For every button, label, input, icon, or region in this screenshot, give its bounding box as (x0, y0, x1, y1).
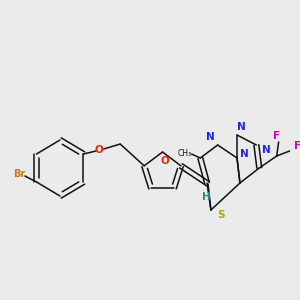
Text: Br: Br (13, 169, 25, 179)
Text: N: N (262, 145, 270, 155)
Text: F: F (273, 131, 280, 141)
Text: F: F (294, 141, 300, 151)
Text: S: S (217, 210, 224, 220)
Text: H: H (202, 192, 211, 202)
Text: O: O (94, 145, 103, 155)
Text: CH₃: CH₃ (178, 148, 192, 158)
Text: N: N (240, 149, 249, 159)
Text: N: N (236, 122, 245, 132)
Text: O: O (160, 156, 169, 166)
Text: N: N (206, 132, 214, 142)
